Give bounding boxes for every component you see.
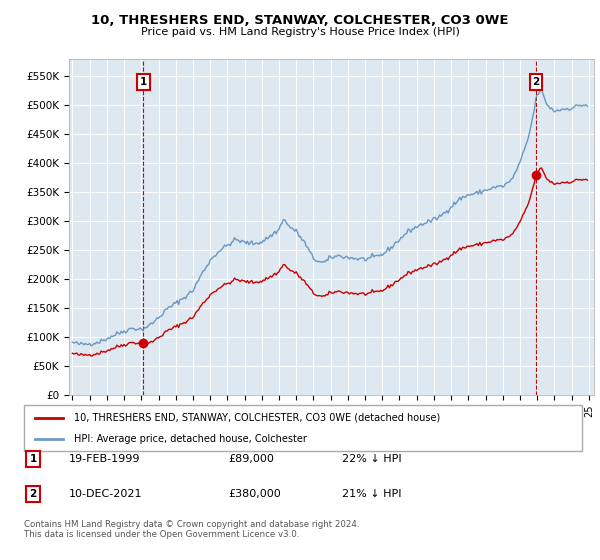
Text: 21% ↓ HPI: 21% ↓ HPI xyxy=(342,489,401,499)
Text: £89,000: £89,000 xyxy=(228,454,274,464)
Text: 22% ↓ HPI: 22% ↓ HPI xyxy=(342,454,401,464)
FancyBboxPatch shape xyxy=(24,405,582,451)
Text: 10, THRESHERS END, STANWAY, COLCHESTER, CO3 0WE (detached house): 10, THRESHERS END, STANWAY, COLCHESTER, … xyxy=(74,413,440,423)
Text: 19-FEB-1999: 19-FEB-1999 xyxy=(69,454,140,464)
Text: 10-DEC-2021: 10-DEC-2021 xyxy=(69,489,143,499)
Text: 2: 2 xyxy=(29,489,37,499)
Text: 1: 1 xyxy=(29,454,37,464)
Text: 2: 2 xyxy=(532,77,539,87)
Text: 10, THRESHERS END, STANWAY, COLCHESTER, CO3 0WE: 10, THRESHERS END, STANWAY, COLCHESTER, … xyxy=(91,14,509,27)
Text: Contains HM Land Registry data © Crown copyright and database right 2024.
This d: Contains HM Land Registry data © Crown c… xyxy=(24,520,359,539)
Text: 1: 1 xyxy=(140,77,147,87)
Text: HPI: Average price, detached house, Colchester: HPI: Average price, detached house, Colc… xyxy=(74,435,307,444)
Text: Price paid vs. HM Land Registry's House Price Index (HPI): Price paid vs. HM Land Registry's House … xyxy=(140,27,460,37)
Text: £380,000: £380,000 xyxy=(228,489,281,499)
